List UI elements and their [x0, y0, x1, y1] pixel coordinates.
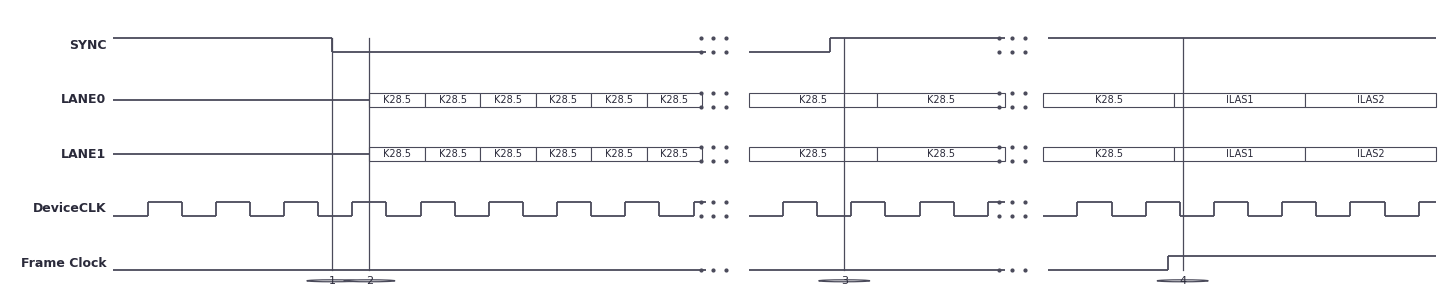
FancyBboxPatch shape	[425, 147, 481, 161]
Text: 2: 2	[366, 276, 373, 286]
Text: K28.5: K28.5	[927, 95, 955, 105]
Text: ILAS2: ILAS2	[1356, 149, 1384, 159]
Text: K28.5: K28.5	[383, 149, 410, 159]
Circle shape	[307, 280, 359, 282]
FancyBboxPatch shape	[1174, 93, 1305, 107]
Text: K28.5: K28.5	[550, 149, 577, 159]
FancyBboxPatch shape	[481, 147, 536, 161]
Circle shape	[819, 280, 870, 282]
Text: DeviceCLK: DeviceCLK	[33, 202, 107, 215]
Text: Frame Clock: Frame Clock	[20, 257, 107, 270]
Text: K28.5: K28.5	[605, 149, 634, 159]
Text: ILAS1: ILAS1	[1225, 95, 1253, 105]
Circle shape	[344, 280, 395, 282]
Text: 1: 1	[328, 276, 336, 286]
FancyBboxPatch shape	[536, 147, 592, 161]
FancyBboxPatch shape	[369, 93, 425, 107]
Text: ILAS2: ILAS2	[1356, 95, 1384, 105]
FancyBboxPatch shape	[749, 147, 877, 161]
FancyBboxPatch shape	[481, 93, 536, 107]
Text: K28.5: K28.5	[439, 149, 467, 159]
Text: ILAS1: ILAS1	[1225, 149, 1253, 159]
Text: K28.5: K28.5	[661, 149, 688, 159]
Text: K28.5: K28.5	[927, 149, 955, 159]
FancyBboxPatch shape	[369, 147, 425, 161]
FancyBboxPatch shape	[877, 93, 1005, 107]
FancyBboxPatch shape	[1305, 93, 1436, 107]
FancyBboxPatch shape	[1044, 93, 1174, 107]
Text: K28.5: K28.5	[661, 95, 688, 105]
Text: K28.5: K28.5	[605, 95, 634, 105]
Text: K28.5: K28.5	[383, 95, 410, 105]
FancyBboxPatch shape	[425, 93, 481, 107]
Text: 4: 4	[1179, 276, 1187, 286]
Text: LANE0: LANE0	[60, 93, 107, 106]
Text: K28.5: K28.5	[1094, 95, 1123, 105]
FancyBboxPatch shape	[1174, 147, 1305, 161]
Text: K28.5: K28.5	[439, 95, 467, 105]
FancyBboxPatch shape	[749, 93, 877, 107]
Text: LANE1: LANE1	[60, 148, 107, 161]
Text: 3: 3	[841, 276, 848, 286]
FancyBboxPatch shape	[592, 93, 647, 107]
Text: K28.5: K28.5	[550, 95, 577, 105]
Text: K28.5: K28.5	[799, 95, 827, 105]
FancyBboxPatch shape	[877, 147, 1005, 161]
FancyBboxPatch shape	[1044, 147, 1174, 161]
FancyBboxPatch shape	[647, 93, 703, 107]
FancyBboxPatch shape	[647, 147, 703, 161]
Text: K28.5: K28.5	[494, 95, 521, 105]
Text: K28.5: K28.5	[494, 149, 521, 159]
Text: SYNC: SYNC	[69, 39, 107, 52]
Text: K28.5: K28.5	[799, 149, 827, 159]
FancyBboxPatch shape	[592, 147, 647, 161]
Text: K28.5: K28.5	[1094, 149, 1123, 159]
FancyBboxPatch shape	[1305, 147, 1436, 161]
Circle shape	[1158, 280, 1208, 282]
FancyBboxPatch shape	[536, 93, 592, 107]
